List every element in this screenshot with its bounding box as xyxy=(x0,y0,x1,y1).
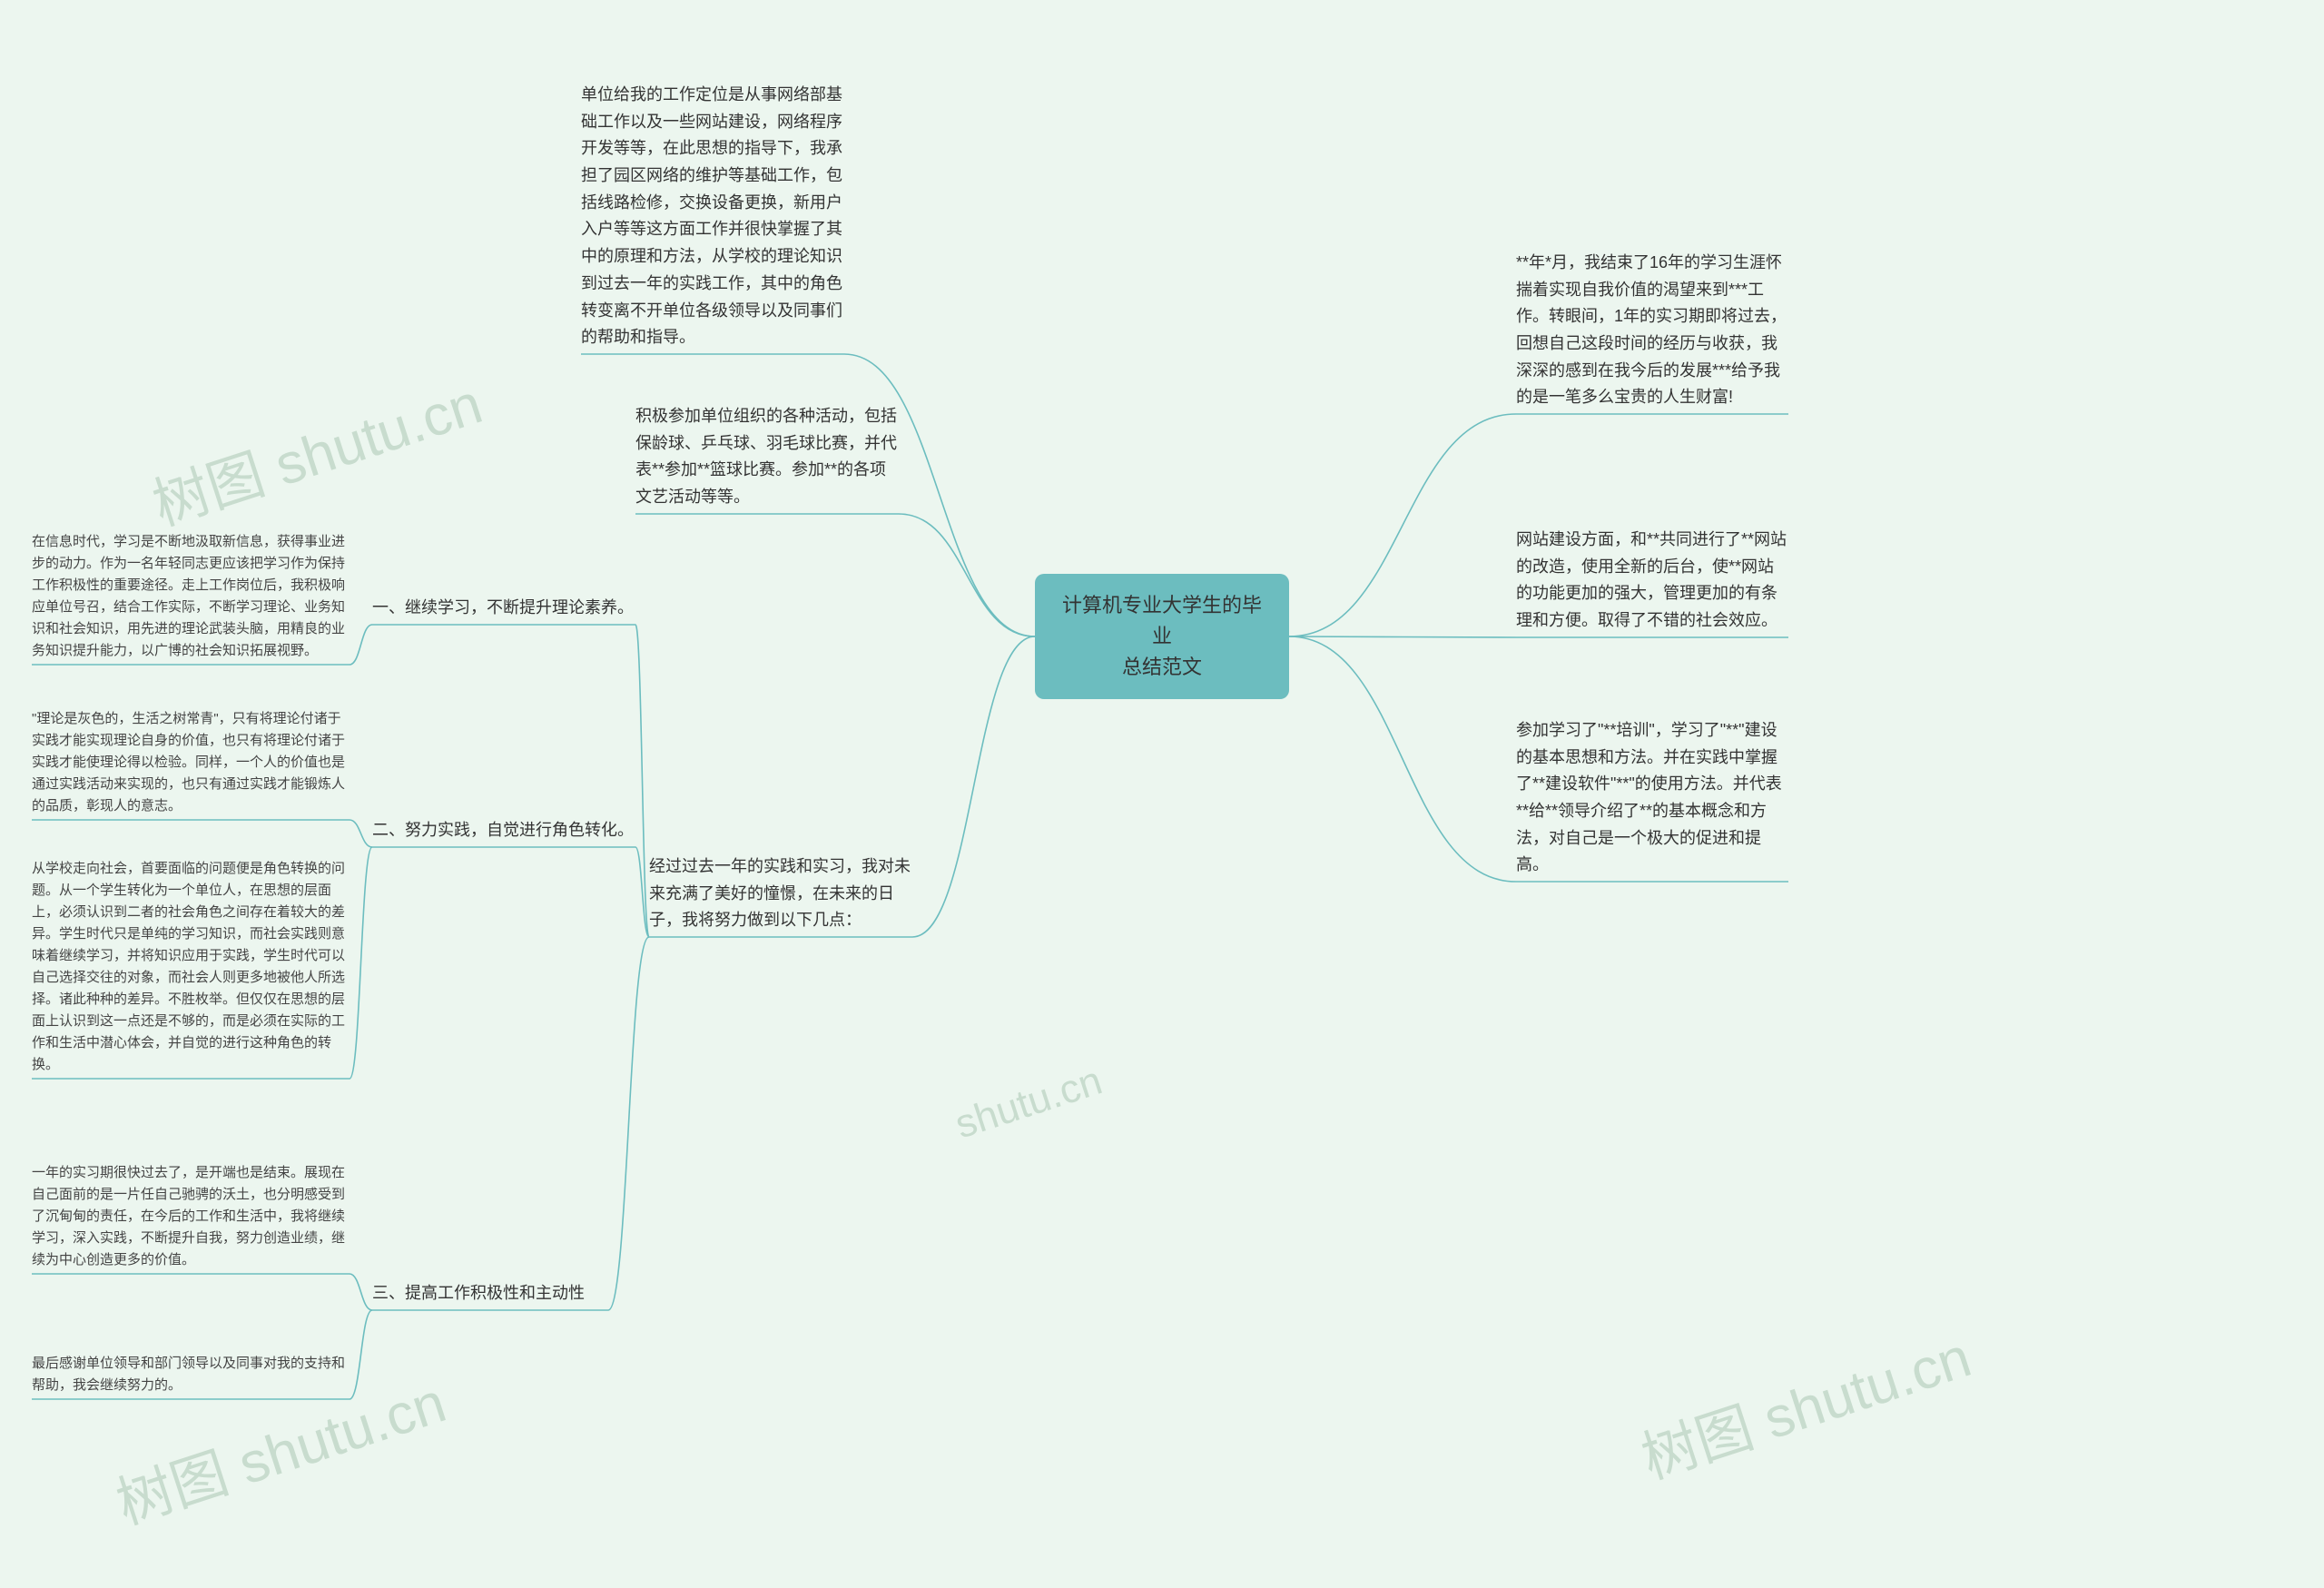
center-line2: 总结范文 xyxy=(1122,656,1202,678)
left-upper-text-1: 单位给我的工作定位是从事网络部基础工作以及一些网站建设，网络程序开发等等，在此思… xyxy=(581,85,842,346)
left-upper-node-2: 积极参加单位组织的各种活动，包括保龄球、乒乓球、羽毛球比赛，并代表**参加**篮… xyxy=(635,403,899,511)
future-node: 经过过去一年的实践和实习，我对未来充满了美好的憧憬，在未来的日子，我将努力做到以… xyxy=(649,853,912,934)
leaf-f1-1-text: 在信息时代，学习是不断地汲取新信息，获得事业进步的动力。作为一名年轻同志更应该把… xyxy=(32,534,345,658)
leaf-f2-1: "理论是灰色的，生活之树常青"，只有将理论付诸于实践才能实现理论自身的价值，也只… xyxy=(32,708,350,817)
future-child-1: 一、继续学习，不断提升理论素养。 xyxy=(372,595,635,622)
left-upper-text-2: 积极参加单位组织的各种活动，包括保龄球、乒乓球、羽毛球比赛，并代表**参加**篮… xyxy=(635,407,897,506)
right-text-3: 参加学习了"**培训"，学习了"**"建设的基本思想和方法。并在实践中掌握了**… xyxy=(1516,721,1782,873)
future-child-3-label: 三、提高工作积极性和主动性 xyxy=(372,1284,585,1302)
right-node-2: 网站建设方面，和**共同进行了**网站的改造，使用全新的后台，使**网站的功能更… xyxy=(1516,527,1788,635)
leaf-f2-1-text: "理论是灰色的，生活之树常青"，只有将理论付诸于实践才能实现理论自身的价值，也只… xyxy=(32,711,345,814)
future-child-2: 二、努力实践，自觉进行角色转化。 xyxy=(372,817,635,844)
leaf-f2-2-text: 从学校走向社会，首要面临的问题便是角色转换的问题。从一个学生转化为一个单位人，在… xyxy=(32,861,345,1072)
future-child-1-label: 一、继续学习，不断提升理论素养。 xyxy=(372,598,634,616)
future-child-3: 三、提高工作积极性和主动性 xyxy=(372,1280,608,1307)
future-text: 经过过去一年的实践和实习，我对未来充满了美好的憧憬，在未来的日子，我将努力做到以… xyxy=(649,857,911,929)
right-node-1: **年*月，我结束了16年的学习生涯怀揣着实现自我价值的渴望来到***工作。转眼… xyxy=(1516,250,1788,411)
right-node-3: 参加学习了"**培训"，学习了"**"建设的基本思想和方法。并在实践中掌握了**… xyxy=(1516,717,1788,879)
future-child-2-label: 二、努力实践，自觉进行角色转化。 xyxy=(372,821,634,839)
left-upper-node-1: 单位给我的工作定位是从事网络部基础工作以及一些网站建设，网络程序开发等等，在此思… xyxy=(581,82,844,351)
right-text-2: 网站建设方面，和**共同进行了**网站的改造，使用全新的后台，使**网站的功能更… xyxy=(1516,530,1787,629)
leaf-f3-2-text: 最后感谢单位领导和部门领导以及同事对我的支持和帮助，我会继续努力的。 xyxy=(32,1356,345,1393)
leaf-f2-2: 从学校走向社会，首要面临的问题便是角色转换的问题。从一个学生转化为一个单位人，在… xyxy=(32,858,350,1076)
leaf-f3-1-text: 一年的实习期很快过去了，是开端也是结束。展现在自己面前的是一片任自己驰骋的沃土，… xyxy=(32,1165,345,1267)
center-node: 计算机专业大学生的毕业 总结范文 xyxy=(1035,574,1289,699)
center-line1: 计算机专业大学生的毕业 xyxy=(1062,594,1262,647)
leaf-f1-1: 在信息时代，学习是不断地汲取新信息，获得事业进步的动力。作为一名年轻同志更应该把… xyxy=(32,531,350,662)
leaf-f3-1: 一年的实习期很快过去了，是开端也是结束。展现在自己面前的是一片任自己驰骋的沃土，… xyxy=(32,1162,350,1271)
right-text-1: **年*月，我结束了16年的学习生涯怀揣着实现自我价值的渴望来到***工作。转眼… xyxy=(1516,253,1787,406)
leaf-f3-2: 最后感谢单位领导和部门领导以及同事对我的支持和帮助，我会继续努力的。 xyxy=(32,1353,350,1396)
